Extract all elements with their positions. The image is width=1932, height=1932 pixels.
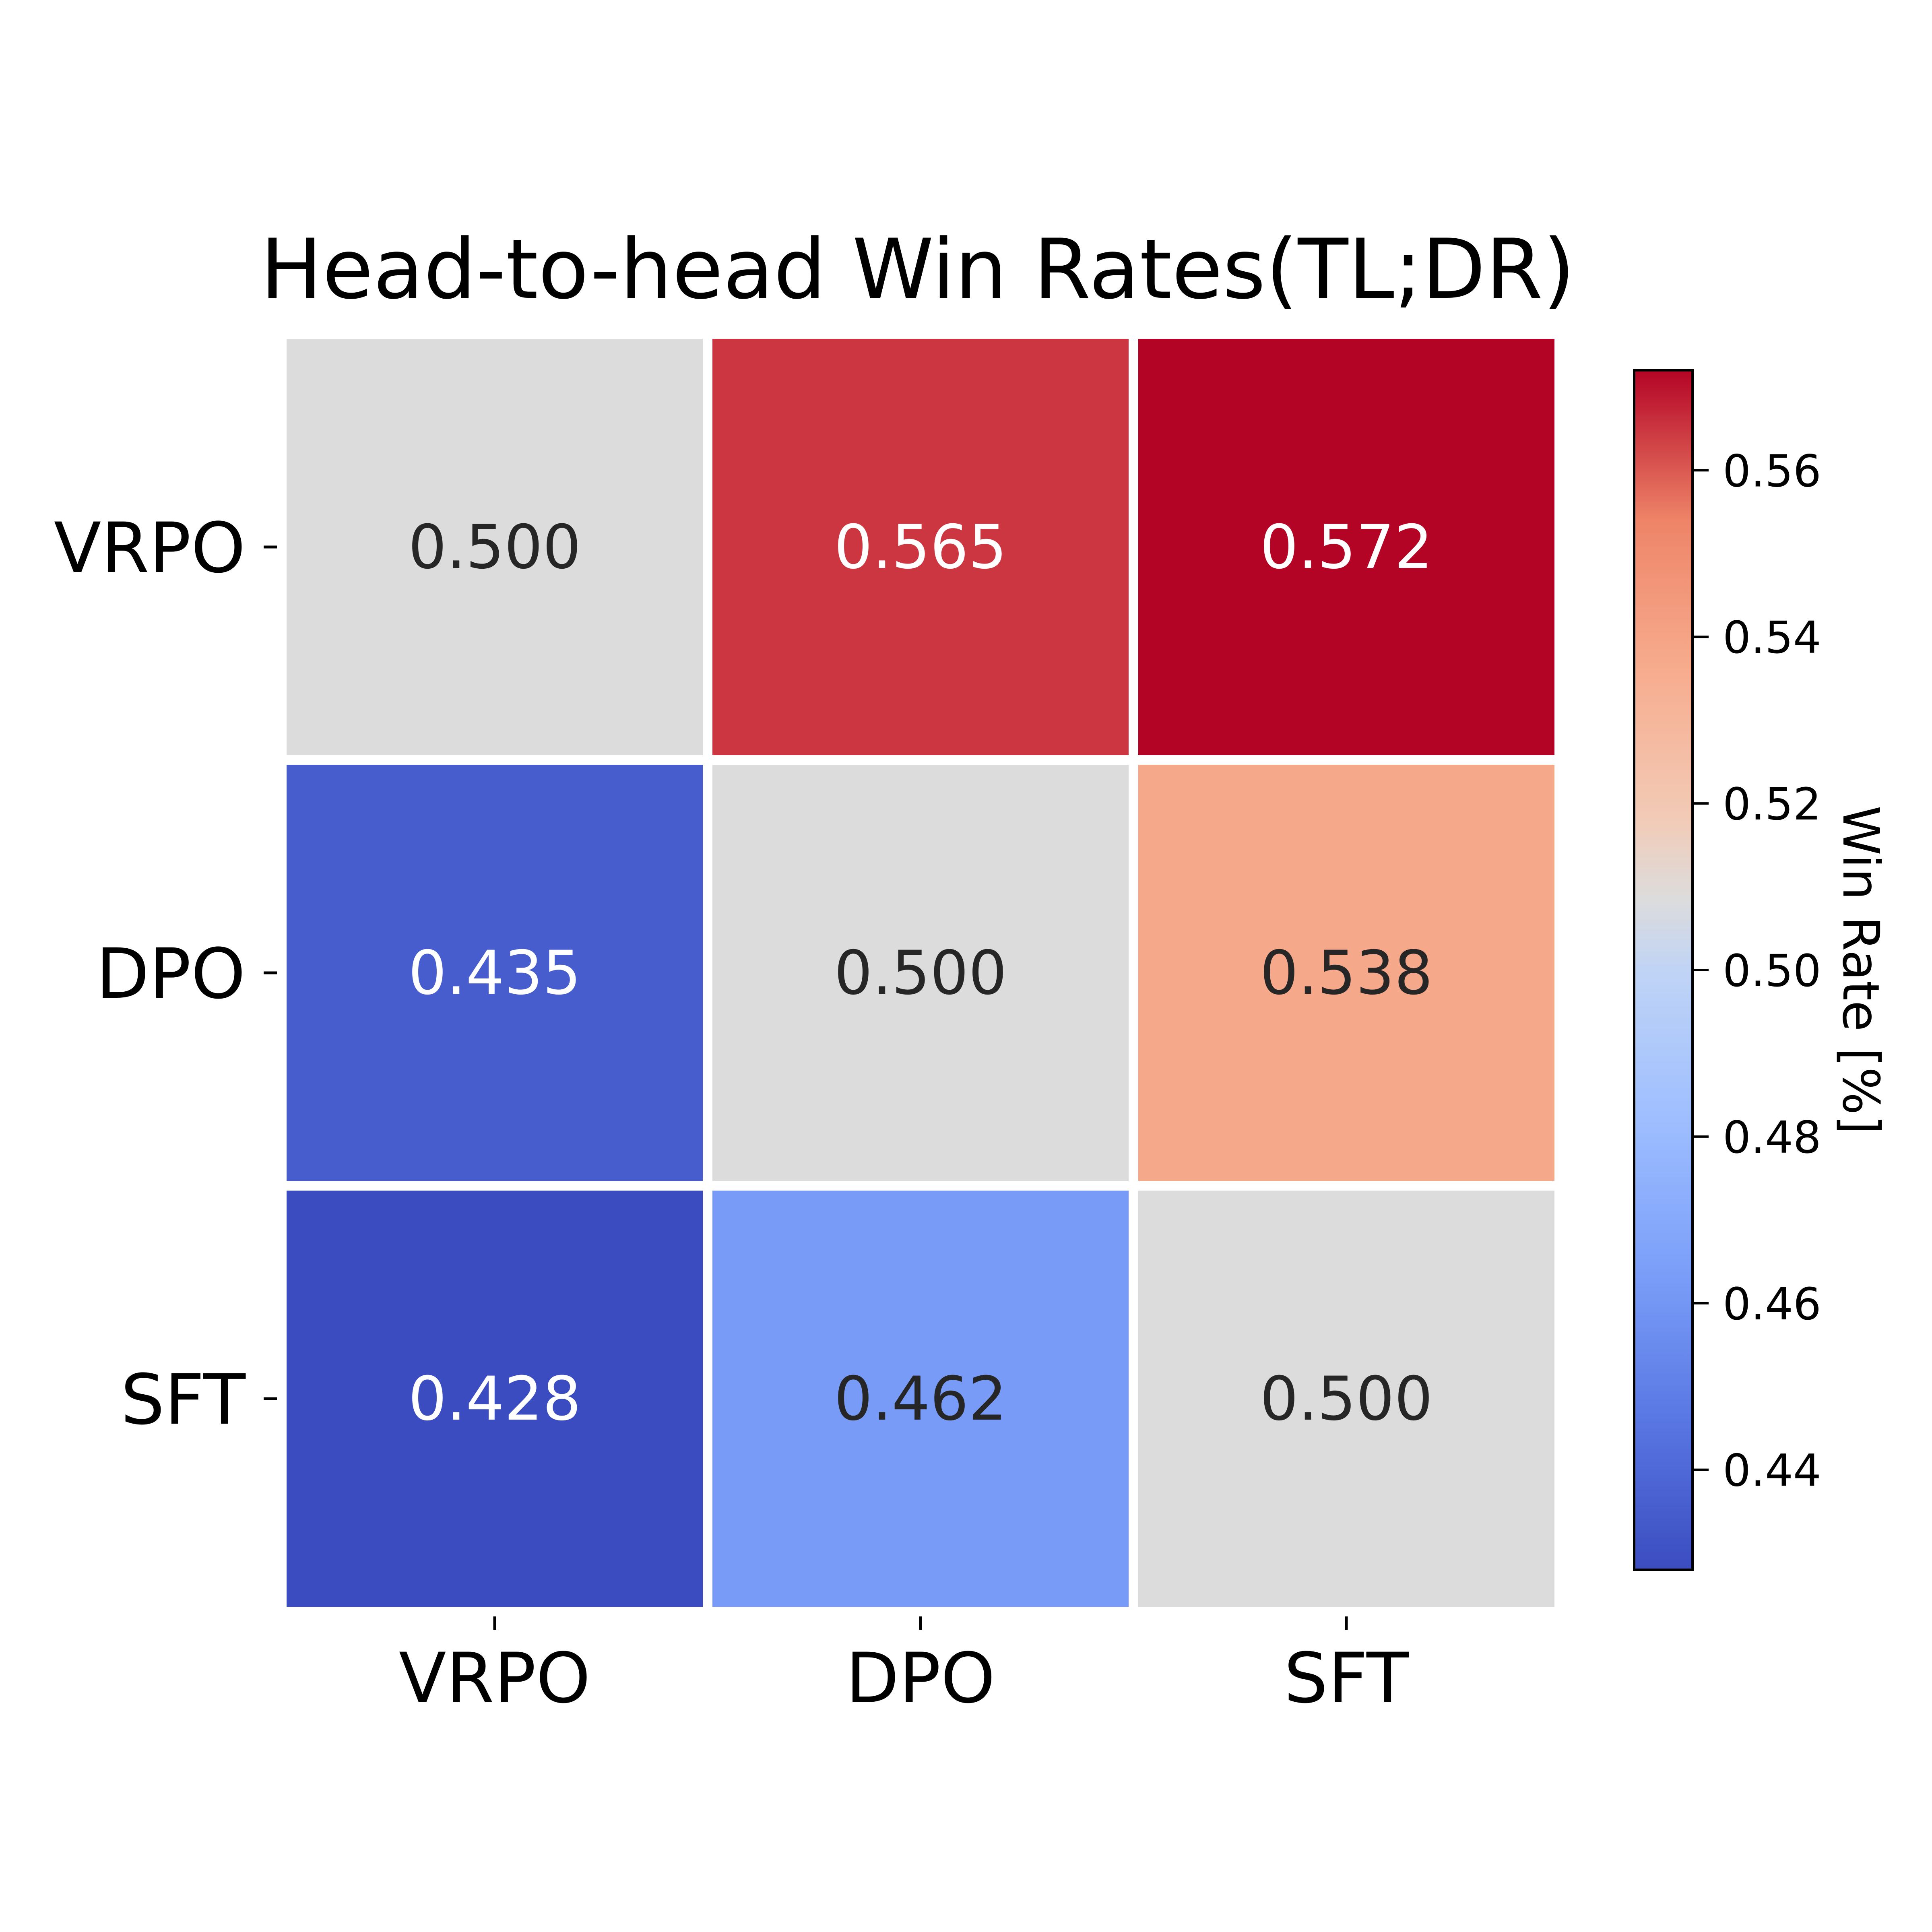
- x-tick-label: DPO: [846, 1638, 995, 1719]
- y-axis: VRPO DPO SFT: [54, 508, 277, 1440]
- heatmap-cell-dpo-sft: [1129, 755, 1564, 1191]
- heatmap-cells: [277, 329, 1564, 1616]
- cell-value-label: 0.462: [834, 1364, 1007, 1434]
- heatmap-cell-sft-sft: [1129, 1181, 1564, 1616]
- colorbar-tick-label: 0.44: [1723, 1445, 1821, 1496]
- heatmap-cell-vrpo-dpo: [703, 329, 1138, 765]
- y-tick-label: VRPO: [54, 508, 246, 588]
- cell-value-label: 0.435: [408, 938, 581, 1008]
- cell-value-label: 0.500: [408, 512, 581, 582]
- heatmap-cell-sft-vrpo: [277, 1181, 712, 1616]
- y-tick-label: DPO: [96, 933, 246, 1014]
- colorbar-gradient: [1633, 369, 1694, 1571]
- cell-value-label: 0.572: [1260, 512, 1432, 582]
- x-axis: VRPO DPO SFT: [399, 1616, 1409, 1719]
- colorbar-tick-label: 0.48: [1723, 1112, 1821, 1163]
- heatmap-cell-labels: 0.500 0.565 0.572 0.435 0.500 0.538 0.428 0.462…: [408, 512, 1432, 1434]
- colorbar-tick-label: 0.46: [1723, 1278, 1821, 1330]
- x-tick-label: SFT: [1284, 1638, 1409, 1719]
- colorbar-tick-label: 0.56: [1723, 445, 1821, 497]
- chart-title: Head-to-head Win Rates(TL;DR): [260, 222, 1575, 318]
- heatmap-cell-vrpo-vrpo: [277, 329, 712, 765]
- heatmap-cell-sft-dpo: [703, 1181, 1138, 1616]
- x-tick-label: VRPO: [399, 1638, 590, 1719]
- cell-value-label: 0.428: [408, 1364, 581, 1434]
- cell-value-label: 0.565: [834, 512, 1007, 582]
- colorbar-label: Win Rate [%]: [1831, 805, 1890, 1134]
- y-tick-label: SFT: [121, 1359, 246, 1440]
- colorbar: 0.44 0.46 0.48 0.50 0.52 0.54 0.56 Win Rate [%…: [1633, 369, 1890, 1571]
- colorbar-tick-label: 0.54: [1723, 612, 1821, 663]
- cell-value-label: 0.500: [1260, 1364, 1432, 1434]
- colorbar-ticks: 0.44 0.46 0.48 0.50 0.52 0.54 0.56: [1693, 445, 1821, 1496]
- colorbar-tick-label: 0.50: [1723, 945, 1821, 997]
- cell-value-label: 0.500: [834, 938, 1007, 1008]
- cell-value-label: 0.538: [1260, 938, 1432, 1008]
- colorbar-tick-label: 0.52: [1723, 778, 1821, 830]
